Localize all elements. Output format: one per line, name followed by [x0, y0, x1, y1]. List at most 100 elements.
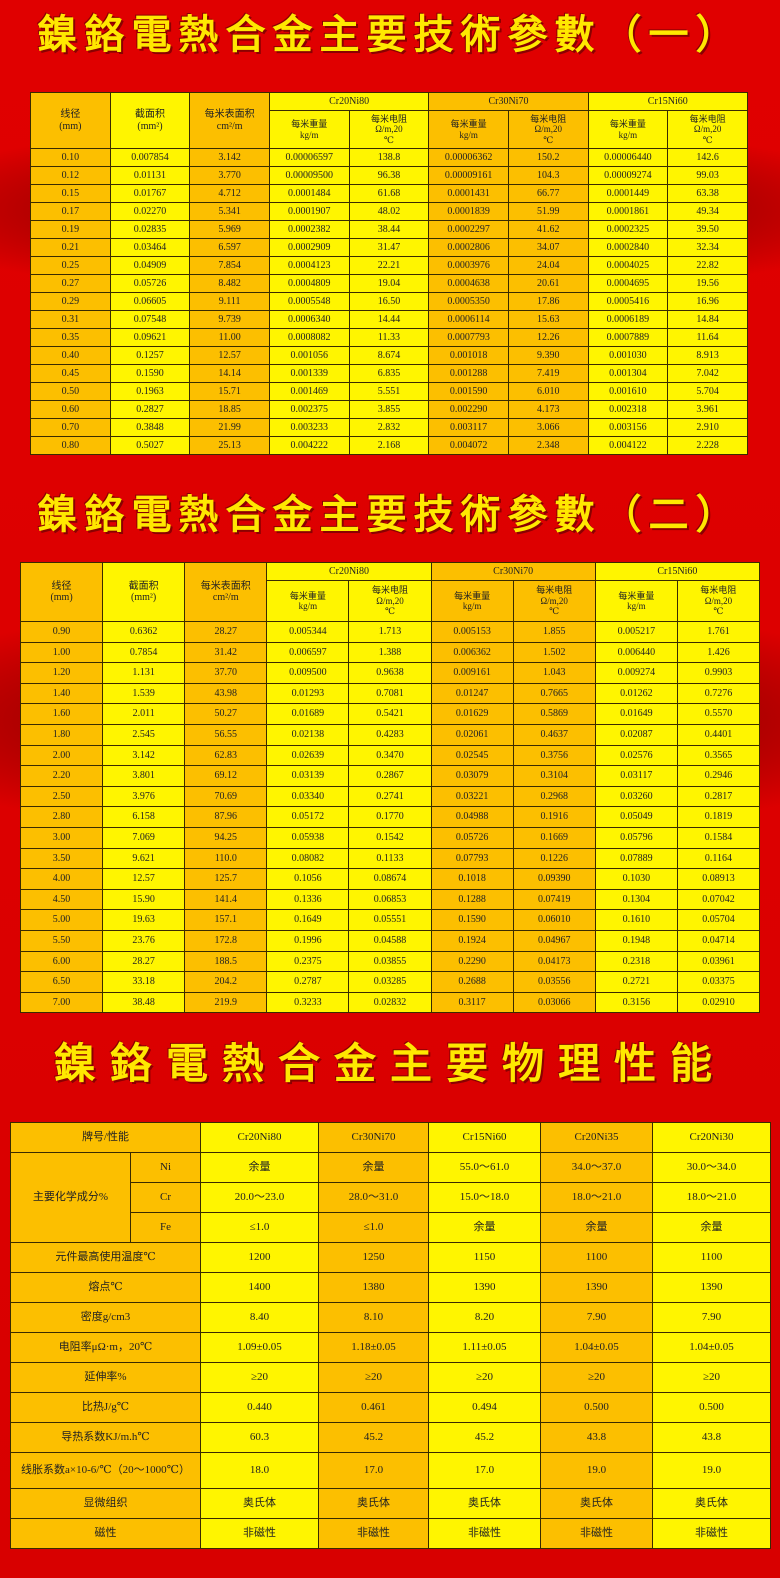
table-cell: 142.6 — [667, 148, 748, 167]
header-grade-property: 牌号/性能 — [10, 1122, 201, 1153]
table-cell: 12.57 — [189, 346, 270, 365]
header-diameter: 线径 (mm) — [19, 562, 104, 622]
table-cell: 31.47 — [348, 238, 430, 257]
table-cell: 6.00 — [19, 950, 104, 973]
table-row: 2.00 3.142 62.83 0.02639 0.3470 0.02545 0.3756… — [19, 744, 761, 767]
header-diameter: 线径 (mm) — [30, 92, 111, 149]
element-label: Cr — [130, 1182, 201, 1213]
table-cell: 0.1916 — [512, 806, 596, 828]
table-cell: 5.341 — [189, 202, 270, 221]
table-cell: 62.83 — [184, 744, 268, 767]
table-row: 0.10 0.007854 3.142 0.00006597 138.8 0.000063… — [30, 148, 748, 167]
table-cell: 0.0006340 — [268, 310, 350, 329]
table-cell: 0.2817 — [676, 785, 761, 808]
table-cell: 17.0 — [428, 1452, 541, 1489]
table-cell: 204.2 — [184, 971, 268, 993]
table-cell: 0.02835 — [109, 220, 191, 239]
table-cell: 0.90 — [19, 621, 104, 643]
table-cell: 19.63 — [102, 909, 186, 931]
table-cell: 0.02087 — [594, 723, 678, 746]
table-cell: 51.99 — [507, 202, 589, 221]
table-cell: 非磁性 — [200, 1518, 319, 1549]
table-cell: 9.111 — [189, 292, 270, 311]
table-cell: 0.06605 — [109, 292, 191, 311]
table-cell: 0.0002382 — [268, 220, 350, 239]
table-cell: 110.0 — [184, 847, 268, 870]
property-row: 元件最高使用温度℃ 1200 1250 1150 1100 1100 — [10, 1242, 771, 1273]
table-cell: 1.426 — [676, 641, 761, 664]
table-cell: 0.21 — [30, 238, 111, 257]
table-cell: 1100 — [652, 1242, 771, 1273]
table-cell: 5.969 — [189, 220, 270, 239]
table-cell: 8.20 — [428, 1302, 541, 1333]
table-cell: 96.38 — [348, 166, 430, 185]
table-cell: 3.142 — [189, 148, 270, 167]
table-cell: 0.0004695 — [587, 274, 669, 293]
table-cell: 1.20 — [19, 662, 104, 684]
table-cell: 0.02576 — [594, 744, 678, 767]
table-cell: 50.27 — [184, 703, 268, 725]
table-cell: 0.4401 — [676, 723, 761, 746]
table-cell: 0.19 — [30, 220, 111, 239]
table-cell: 0.0006189 — [587, 310, 669, 329]
table-cell: 125.7 — [184, 868, 268, 890]
table-cell: 0.0002840 — [587, 238, 669, 257]
table-cell: ≤1.0 — [318, 1212, 429, 1243]
table-cell: 6.010 — [507, 382, 589, 401]
table-cell: 0.07042 — [676, 888, 761, 911]
table-cell: 0.1226 — [512, 847, 596, 870]
table-cell: 5.00 — [19, 909, 104, 931]
table-cell: 3.770 — [189, 166, 270, 185]
table-cell: 39.50 — [667, 220, 748, 239]
table-cell: 0.005217 — [594, 621, 678, 643]
table-cell: 0.01247 — [430, 682, 514, 705]
table-cell: 7.042 — [667, 364, 748, 383]
table-cell: 38.44 — [348, 220, 430, 239]
table-cell: 0.7854 — [102, 641, 186, 664]
table-cell: 34.0～37.0 — [540, 1152, 653, 1183]
table-cell: 0.001610 — [587, 382, 669, 401]
table-cell: 0.70 — [30, 418, 111, 437]
property-row: 磁性 非磁性 非磁性 非磁性 非磁性 非磁性 — [10, 1518, 771, 1549]
table-cell: 0.3565 — [676, 744, 761, 767]
table-cell: 19.0 — [652, 1452, 771, 1489]
header-resistance: 每米电阻 Ω/m,20 ℃ — [507, 110, 589, 149]
table-cell: 16.96 — [667, 292, 748, 311]
table-cell: 20.61 — [507, 274, 589, 293]
table-cell: 3.066 — [507, 418, 589, 437]
table-cell: 172.8 — [184, 929, 268, 952]
property-label: 熔点℃ — [10, 1272, 201, 1303]
table-cell: 6.50 — [19, 971, 104, 993]
table-cell: 0.004222 — [268, 436, 350, 455]
table-cell: 150.2 — [507, 148, 589, 167]
table-cell: 34.07 — [507, 238, 589, 257]
table-cell: 0.00006362 — [428, 148, 509, 167]
composition-label: 主要化学成分% — [10, 1152, 131, 1243]
table-cell: 0.001590 — [428, 382, 509, 401]
header-subrow: 每米重量 kg/m 每米电阻 Ω/m,20 ℃ 每米重量 kg/m 每米电阻 Ω/m,… — [31, 110, 748, 149]
table-cell: 0.1819 — [676, 806, 761, 828]
table-cell: 0.0005416 — [587, 292, 669, 311]
table-cell: 0.0004638 — [428, 274, 509, 293]
header-subrow: 每米重量 kg/m 每米电阻 Ω/m,20 ℃ 每米重量 kg/m 每米电阻 Ω/m,… — [21, 580, 761, 622]
table-cell: 0.9903 — [676, 662, 761, 684]
table-cell: 0.03139 — [266, 765, 350, 787]
table-cell: 0.0001484 — [268, 184, 350, 203]
table-row: 4.00 12.57 125.7 0.1056 0.08674 0.1018 0.09390… — [19, 868, 761, 890]
table-cell: 奥氏体 — [200, 1488, 319, 1519]
table-cell: 0.07419 — [512, 888, 596, 911]
table-cell: 0.05551 — [348, 909, 432, 931]
table-cell: 0.1948 — [594, 929, 678, 952]
table-cell: 0.09390 — [512, 868, 596, 890]
table-cell: 1.40 — [19, 682, 104, 705]
table-cell: 6.835 — [348, 364, 430, 383]
table-cell: 2.50 — [19, 785, 104, 808]
table-cell: 61.68 — [348, 184, 430, 203]
table-cell: 0.2375 — [266, 950, 350, 973]
table-cell: 奥氏体 — [318, 1488, 429, 1519]
table-cell: 0.1590 — [430, 909, 514, 931]
table-cell: 0.1963 — [109, 382, 191, 401]
property-label: 密度g/cm3 — [10, 1302, 201, 1333]
table-cell: 1.855 — [512, 621, 596, 643]
property-row: 比热J/g℃ 0.440 0.461 0.494 0.500 0.500 — [10, 1392, 771, 1423]
